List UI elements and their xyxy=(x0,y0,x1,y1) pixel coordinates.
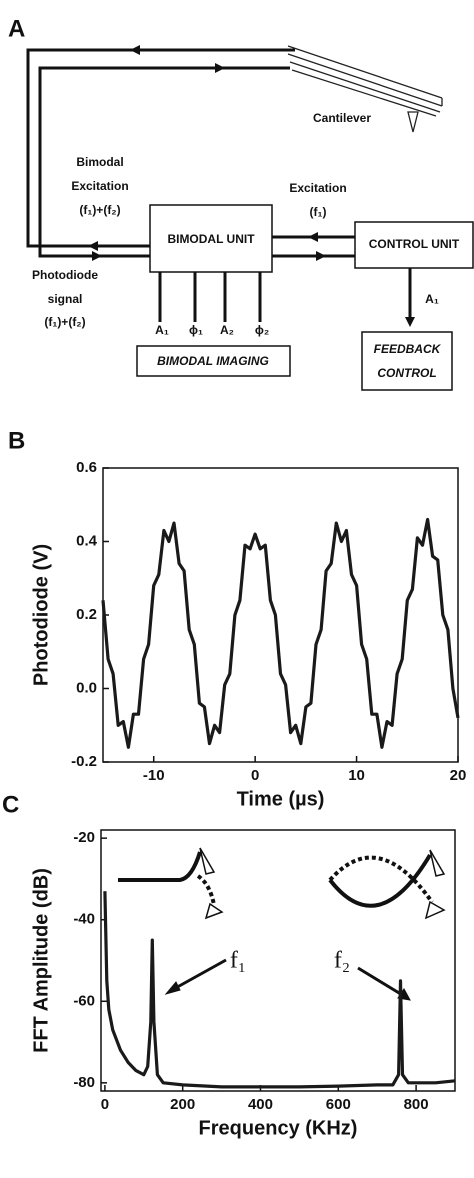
label: BIMODAL UNIT xyxy=(167,232,255,246)
label: Excitation xyxy=(289,181,346,195)
x-tick-label: 800 xyxy=(404,1096,429,1113)
unit-box xyxy=(136,345,291,377)
label: Bimodal xyxy=(76,155,123,169)
y-tick-label: -40 xyxy=(73,911,95,928)
unit-box xyxy=(361,331,453,391)
label: (f₁)+(f₂) xyxy=(79,203,120,217)
label: A₁ xyxy=(425,292,439,306)
unit-box xyxy=(354,221,474,269)
y-axis-label: FFT Amplitude (dB) xyxy=(30,868,52,1053)
y-tick-label: 0.2 xyxy=(76,606,97,623)
y-tick-label: -0.2 xyxy=(71,753,97,770)
unit-box xyxy=(149,204,273,273)
cantilever-sketches xyxy=(118,847,446,1001)
label: ϕ₁ xyxy=(189,323,203,337)
x-tick-label: 0 xyxy=(251,767,259,784)
diagram: A Cantilever Bimodal Excitation (f₁)+(f₂… xyxy=(8,15,474,391)
x-tick-label: 600 xyxy=(326,1096,351,1113)
label: A₂ xyxy=(220,323,234,337)
panel-label: A xyxy=(8,15,25,42)
annotation: f₂ xyxy=(334,948,350,974)
y-tick-label: 0.0 xyxy=(76,679,97,696)
label: Photodiode xyxy=(32,268,98,282)
label: Excitation xyxy=(71,179,128,193)
label: CONTROL UNIT xyxy=(369,237,460,251)
label: Cantilever xyxy=(313,111,371,125)
x-tick-label: 0 xyxy=(101,1096,109,1113)
label: CONTROL xyxy=(377,366,436,380)
panel-label: B xyxy=(8,427,25,454)
annotation: f₁ xyxy=(230,948,246,974)
y-tick-label: -60 xyxy=(73,992,95,1009)
label: (f₁) xyxy=(310,205,327,219)
label: ϕ₂ xyxy=(255,323,269,337)
cantilever-drawing xyxy=(287,45,443,133)
x-axis-label: Time (µs) xyxy=(237,788,325,810)
label: FEEDBACK xyxy=(374,342,442,356)
data-line xyxy=(101,517,460,749)
arrowheads xyxy=(88,45,415,327)
panel-label: C xyxy=(2,791,19,818)
y-tick-label: 0.4 xyxy=(76,532,98,549)
label: (f₁)+(f₂) xyxy=(44,315,85,329)
x-tick-label: 20 xyxy=(450,767,467,784)
y-axis-label: Photodiode (V) xyxy=(30,544,52,686)
x-tick-label: -10 xyxy=(143,767,165,784)
x-axis-label: Frequency (KHz) xyxy=(199,1117,358,1139)
x-tick-label: 400 xyxy=(248,1096,273,1113)
label: A₁ xyxy=(155,323,169,337)
y-tick-label: 0.6 xyxy=(76,459,97,476)
x-tick-label: 10 xyxy=(348,767,365,784)
label: signal xyxy=(48,292,83,306)
label: BIMODAL IMAGING xyxy=(157,354,269,368)
y-tick-label: -80 xyxy=(73,1074,95,1091)
plot-frame xyxy=(100,829,456,1092)
x-tick-label: 200 xyxy=(170,1096,195,1113)
data-line xyxy=(103,891,456,1089)
y-tick-label: -20 xyxy=(73,829,95,846)
